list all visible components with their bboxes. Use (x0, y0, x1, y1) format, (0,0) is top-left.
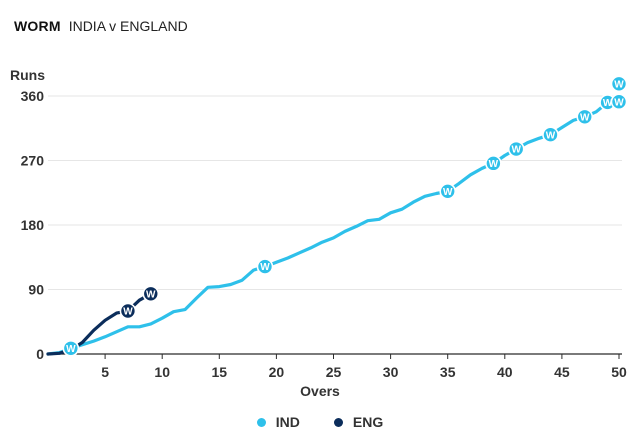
wicket-label: W (146, 289, 156, 300)
wicket-marker-ind[interactable]: W (610, 75, 628, 93)
x-tick-label: 40 (497, 364, 513, 380)
x-tick-label: 45 (554, 364, 570, 380)
legend-item-ind[interactable]: IND (256, 414, 300, 430)
wicket-marker-ind[interactable]: W (439, 183, 457, 200)
y-tick-label: 270 (21, 152, 45, 168)
wicket-marker-eng[interactable]: W (119, 302, 137, 320)
wicket-label: W (443, 187, 453, 198)
legend-dot-ind (256, 417, 266, 427)
wicket-marker-eng[interactable]: W (142, 285, 160, 303)
axis-layer: 0 90 180 270 360 5 10 15 20 25 30 35 40 45 50 (21, 88, 627, 380)
wicket-circle (576, 108, 594, 126)
wicket-marker-ind[interactable]: W (256, 258, 274, 275)
wicket-label: W (614, 79, 624, 90)
legend-label-eng: ENG (352, 414, 384, 430)
wicket-circle (507, 140, 525, 158)
wicket-label: W (489, 159, 499, 170)
wicket-circle (542, 126, 559, 143)
x-tick-label: 30 (383, 364, 399, 380)
series-line-ind (46, 100, 621, 356)
wicket-marker-ind[interactable]: W (610, 93, 628, 111)
y-tick-label: 360 (21, 88, 45, 104)
y-tick-label: 0 (36, 346, 44, 362)
chart-subtitle: INDIA v ENGLAND (68, 18, 188, 34)
wicket-label: W (260, 262, 270, 273)
legend-item-eng[interactable]: ENG (333, 414, 384, 430)
wicket-circle (439, 183, 457, 200)
wicket-circle (485, 155, 502, 172)
x-tick-label: 50 (611, 364, 627, 380)
wicket-label: W (546, 130, 556, 141)
wicket-marker-ind[interactable]: W (576, 108, 594, 126)
wicket-marker-ind[interactable]: W (542, 126, 559, 143)
wicket-label: W (603, 98, 613, 109)
wicket-label: W (66, 344, 76, 355)
y-tick-label: 90 (28, 281, 44, 297)
wicket-circle (256, 258, 274, 275)
legend-dot-eng (333, 417, 343, 427)
grid-layer (48, 95, 622, 290)
wicket-label: W (614, 97, 624, 108)
x-tick-label: 5 (101, 364, 109, 380)
wicket-circle (119, 302, 137, 320)
x-axis-label: Overs (300, 383, 340, 399)
wicket-label: W (511, 145, 521, 156)
wicket-label: W (123, 307, 133, 318)
wicket-marker-ind[interactable]: W (507, 140, 525, 158)
wicket-label: W (580, 112, 590, 123)
x-tick-label: 20 (269, 364, 285, 380)
wicket-circle (142, 285, 160, 303)
chart-legend: IND ENG (0, 414, 640, 430)
legend-label-ind: IND (275, 414, 300, 430)
y-axis-label: Runs (10, 67, 45, 83)
wicket-circle (62, 339, 80, 357)
wicket-circle (610, 75, 628, 93)
y-tick-label: 180 (21, 217, 45, 233)
wicket-circle (610, 93, 628, 111)
chart-header: WORM INDIA v ENGLAND (14, 14, 188, 38)
x-tick-label: 10 (154, 364, 170, 380)
wicket-marker-ind[interactable]: W (485, 155, 502, 172)
x-tick-label: 15 (212, 364, 228, 380)
wicket-marker-ind[interactable]: W (62, 339, 80, 357)
chart-title: WORM (14, 18, 61, 34)
x-tick-label: 25 (326, 364, 342, 380)
x-tick-label: 35 (440, 364, 456, 380)
